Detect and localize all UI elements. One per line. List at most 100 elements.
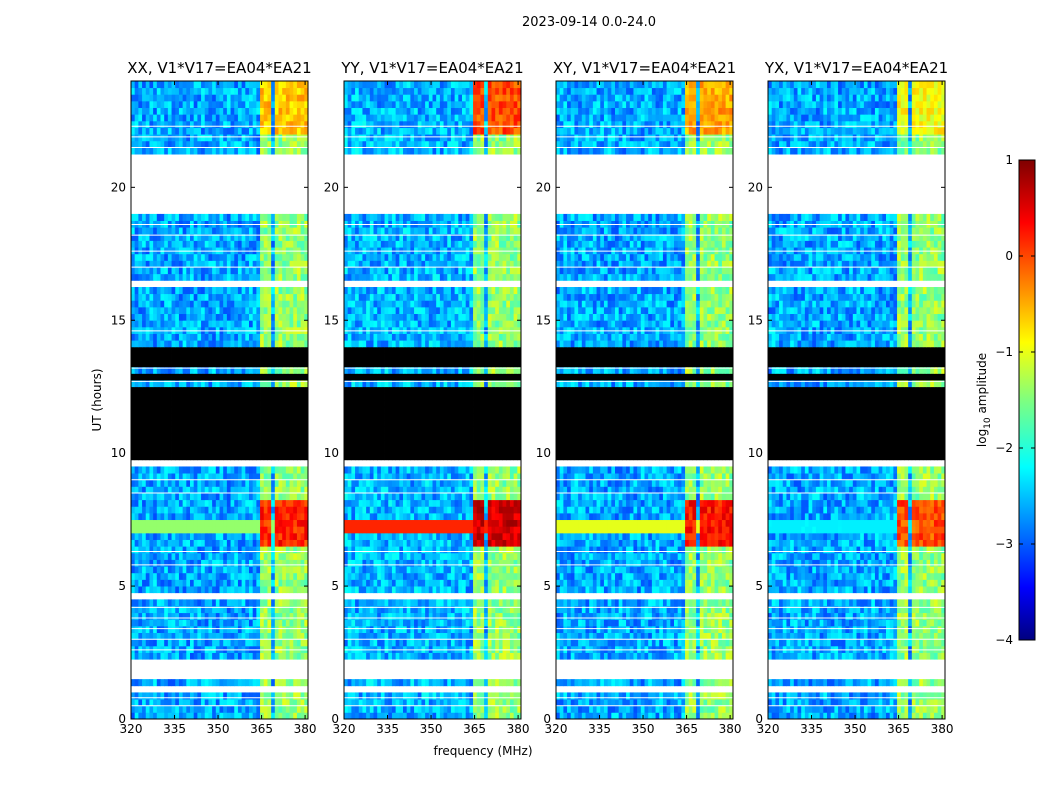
heatmap-cell — [230, 147, 235, 155]
heatmap-cell — [190, 267, 195, 275]
heatmap-cell — [296, 81, 302, 89]
heatmap-cell — [388, 652, 393, 660]
heatmap-cell — [160, 393, 165, 401]
heatmap-cell — [134, 114, 139, 122]
heatmap-cell — [245, 107, 250, 115]
heatmap-cell — [300, 253, 305, 261]
heatmap-cell — [484, 699, 489, 707]
heatmap-cell — [230, 539, 235, 547]
heatmap-cell — [171, 586, 176, 594]
heatmap-cell — [369, 566, 374, 574]
heatmap-cell — [153, 233, 158, 241]
heatmap-cell — [219, 473, 224, 481]
heatmap-cell — [399, 599, 404, 607]
heatmap-cell — [237, 333, 243, 341]
heatmap-cell — [131, 127, 136, 135]
heatmap-cell — [215, 493, 220, 501]
heatmap-cell — [134, 313, 139, 321]
heatmap-cell — [175, 619, 180, 627]
heatmap-cell — [369, 705, 374, 713]
heatmap-cell — [296, 300, 302, 308]
heatmap-cell — [182, 625, 187, 634]
heatmap-cell — [142, 366, 147, 374]
heatmap-cell — [469, 639, 474, 647]
heatmap-cell — [219, 539, 224, 547]
heatmap-cell — [304, 586, 309, 594]
heatmap-cell — [274, 446, 279, 454]
heatmap-cell — [156, 486, 161, 494]
heatmap-cell — [223, 107, 228, 115]
heatmap-cell — [215, 393, 220, 401]
heatmap-cell — [131, 559, 136, 567]
heatmap-cell — [131, 566, 136, 574]
heatmap-cell — [134, 406, 139, 414]
heatmap-cell — [201, 652, 206, 660]
heatmap-cell — [219, 712, 224, 720]
heatmap-cell — [131, 539, 136, 547]
heatmap-cell — [414, 699, 419, 707]
heatmap-cell — [134, 619, 139, 627]
heatmap-cell — [369, 699, 374, 707]
heatmap-cell — [285, 340, 290, 348]
heatmap-cell — [134, 479, 139, 487]
heatmap-cell — [282, 619, 287, 627]
heatmap-cell — [237, 353, 243, 361]
heatmap-cell — [263, 114, 268, 122]
heatmap-cell — [241, 606, 246, 614]
heatmap-cell — [458, 552, 463, 560]
heatmap-cell — [241, 512, 246, 521]
heatmap-cell — [153, 579, 158, 587]
heatmap-cell — [260, 140, 265, 148]
heatmap-cell — [208, 293, 213, 301]
heatmap-cell — [391, 679, 397, 687]
heatmap-cell — [186, 439, 191, 447]
heatmap-cell — [285, 386, 290, 394]
heatmap-cell — [223, 612, 228, 620]
heatmap-cell — [223, 127, 228, 135]
heatmap-cell — [153, 639, 158, 647]
heatmap-cell — [219, 380, 224, 388]
heatmap-cell — [271, 639, 276, 647]
heatmap-cell — [164, 705, 169, 713]
heatmap-cell — [208, 639, 213, 647]
heatmap-cell — [204, 87, 209, 95]
heatmap-cell — [186, 512, 191, 521]
heatmap-cell — [267, 446, 272, 454]
heatmap-cell — [234, 306, 239, 315]
heatmap-cell — [282, 287, 287, 295]
heatmap-cell — [201, 612, 206, 620]
heatmap-cell — [145, 639, 150, 647]
heatmap-cell — [182, 552, 187, 560]
heatmap-cell — [249, 426, 254, 434]
heatmap-cell — [263, 400, 268, 408]
heatmap-cell — [274, 599, 279, 607]
heatmap-cell — [425, 606, 430, 614]
heatmap-cell — [237, 453, 243, 461]
heatmap-cell — [142, 599, 147, 607]
heatmap-cell — [395, 612, 400, 620]
heatmap-cell — [160, 433, 165, 441]
heatmap-cell — [443, 552, 448, 560]
heatmap-cell — [193, 599, 198, 607]
heatmap-cell — [219, 306, 224, 315]
heatmap-cell — [131, 486, 136, 494]
heatmap-cell — [186, 712, 191, 720]
heatmap-cell — [138, 606, 143, 614]
heatmap-cell — [208, 366, 213, 374]
heatmap-cell — [215, 306, 220, 315]
heatmap-cell — [469, 552, 474, 560]
heatmap-cell — [226, 300, 231, 308]
heatmap-cell — [190, 306, 195, 315]
heatmap-cell — [134, 599, 139, 607]
heatmap-cell — [138, 100, 143, 108]
heatmap-cell — [454, 679, 459, 687]
heatmap-cell — [131, 213, 136, 221]
heatmap-cell — [164, 213, 169, 221]
heatmap-cell — [204, 532, 209, 540]
heatmap-cell — [263, 260, 268, 268]
heatmap-cell — [421, 606, 426, 614]
heatmap-cell — [282, 572, 287, 580]
heatmap-cell — [145, 240, 150, 248]
heatmap-cell — [417, 619, 422, 627]
